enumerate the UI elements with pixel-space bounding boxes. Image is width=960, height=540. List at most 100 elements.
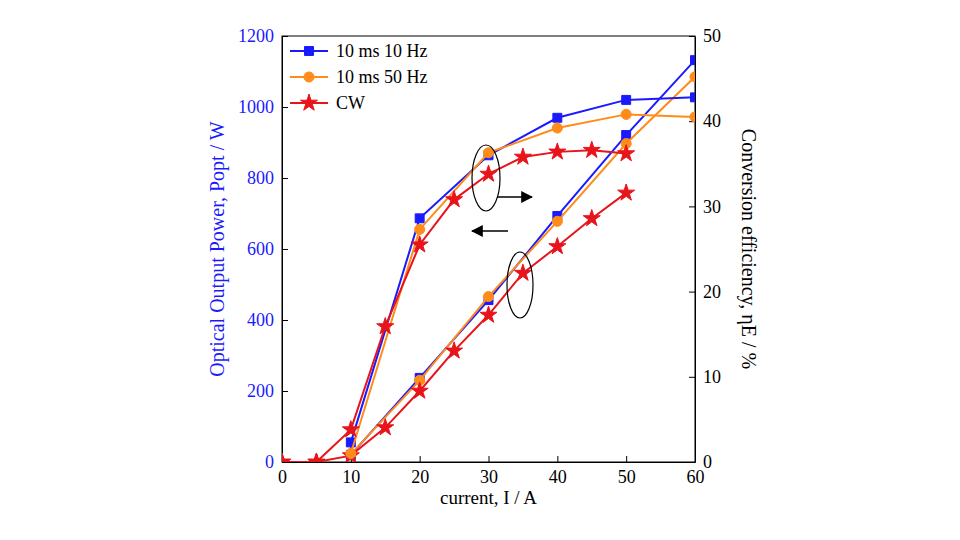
tick-mark [689,206,695,207]
tick-label: 30 [480,467,498,487]
tick-label: 400 [247,310,274,330]
data-point [553,113,562,122]
data-point [346,449,356,459]
data-point [618,184,635,200]
tick-mark [689,36,695,37]
data-point [552,216,562,226]
data-point [377,318,394,334]
legend-label: CW [336,93,365,113]
chart: 0102030405060020040060080010001200010203… [0,0,960,540]
arrow [472,230,508,232]
tick-mark [689,377,695,378]
data-point [377,419,394,435]
legend-marker [304,72,314,82]
legend-marker [300,94,317,110]
tick: 10 [342,456,360,487]
tick-label: 20 [411,467,429,487]
series-line [351,77,695,454]
data-point [415,224,425,234]
series-line [282,193,626,462]
data-point [480,165,497,181]
tick-label: 20 [703,282,721,302]
annotations [472,145,533,318]
legend-entry: 10 ms 50 Hz [290,67,428,87]
legend-marker [305,47,314,56]
tick-mark [282,178,288,179]
data-point [552,123,562,133]
data-point [282,453,291,462]
data-point [514,148,531,164]
tick-label: 60 [687,467,705,487]
plot-area [282,56,695,462]
tick: 400 [247,310,288,330]
axis-line [283,462,696,463]
tick-mark [626,456,627,462]
tick-label: 0 [278,467,287,487]
tick-mark [689,292,695,293]
tick: 50 [689,26,721,46]
tick-mark [282,462,288,463]
data-point [483,292,493,302]
data-point [621,109,631,119]
data-point [342,421,359,437]
tick: 50 [618,456,636,487]
tick: 1000 [238,97,288,117]
tick: 1200 [238,26,288,46]
tick: 800 [247,168,288,188]
tick-label: 800 [247,168,274,188]
data-point [415,214,424,223]
data-point [282,453,291,462]
tick: 30 [480,456,498,487]
tick-label: 1200 [238,26,274,46]
y-axis: 020040060080010001200 [238,26,288,472]
tick-label: 600 [247,239,274,259]
tick: 40 [549,456,567,487]
data-point [549,238,566,254]
y-axis-title: Optical Output Power, Popt / W [206,121,229,377]
tick-label: 200 [247,381,274,401]
tick-mark [282,391,288,392]
data-point [618,145,635,161]
legend-label: 10 ms 10 Hz [336,41,428,61]
tick-mark [282,320,288,321]
data-point [346,448,356,458]
axis-line [695,37,696,463]
data-point [583,210,600,226]
tick: 0 [689,452,712,472]
x-axis: 0 10 20 30 40 50 60 [278,456,705,487]
tick-mark [420,456,421,462]
tick-label: 10 [703,367,721,387]
data-point [308,453,325,462]
tick: 600 [247,239,288,259]
data-point [691,93,695,102]
data-point [411,382,428,398]
data-point [622,95,631,104]
tick-mark [689,462,695,463]
data-point [549,143,566,159]
tick: 40 [689,111,721,131]
tick-label: 0 [703,452,712,472]
tick: 200 [247,381,288,401]
tick-mark [282,249,288,250]
data-point [342,447,359,462]
legend: 10 ms 10 Hz 10 ms 50 Hz CW [290,41,428,113]
tick-label: 40 [703,111,721,131]
legend-label: 10 ms 50 Hz [336,67,428,87]
tick-label: 10 [342,467,360,487]
y2-axis-title: Conversion efficiency, ηE / % [737,129,760,369]
tick-label: 40 [549,467,567,487]
y2-axis: 0 10 20 30 40 50 [689,26,721,472]
ellipse [507,252,533,318]
series-line [351,97,695,442]
series-line [282,150,626,462]
tick: 30 [689,197,721,217]
tick-mark [282,36,288,37]
data-point [483,148,493,158]
data-point [691,56,695,65]
tick-label: 50 [703,26,721,46]
tick: 20 [689,282,721,302]
data-point [446,191,463,207]
tick: 10 [689,367,721,387]
tick-mark [557,456,558,462]
x-axis-title: current, I / A [440,487,537,508]
